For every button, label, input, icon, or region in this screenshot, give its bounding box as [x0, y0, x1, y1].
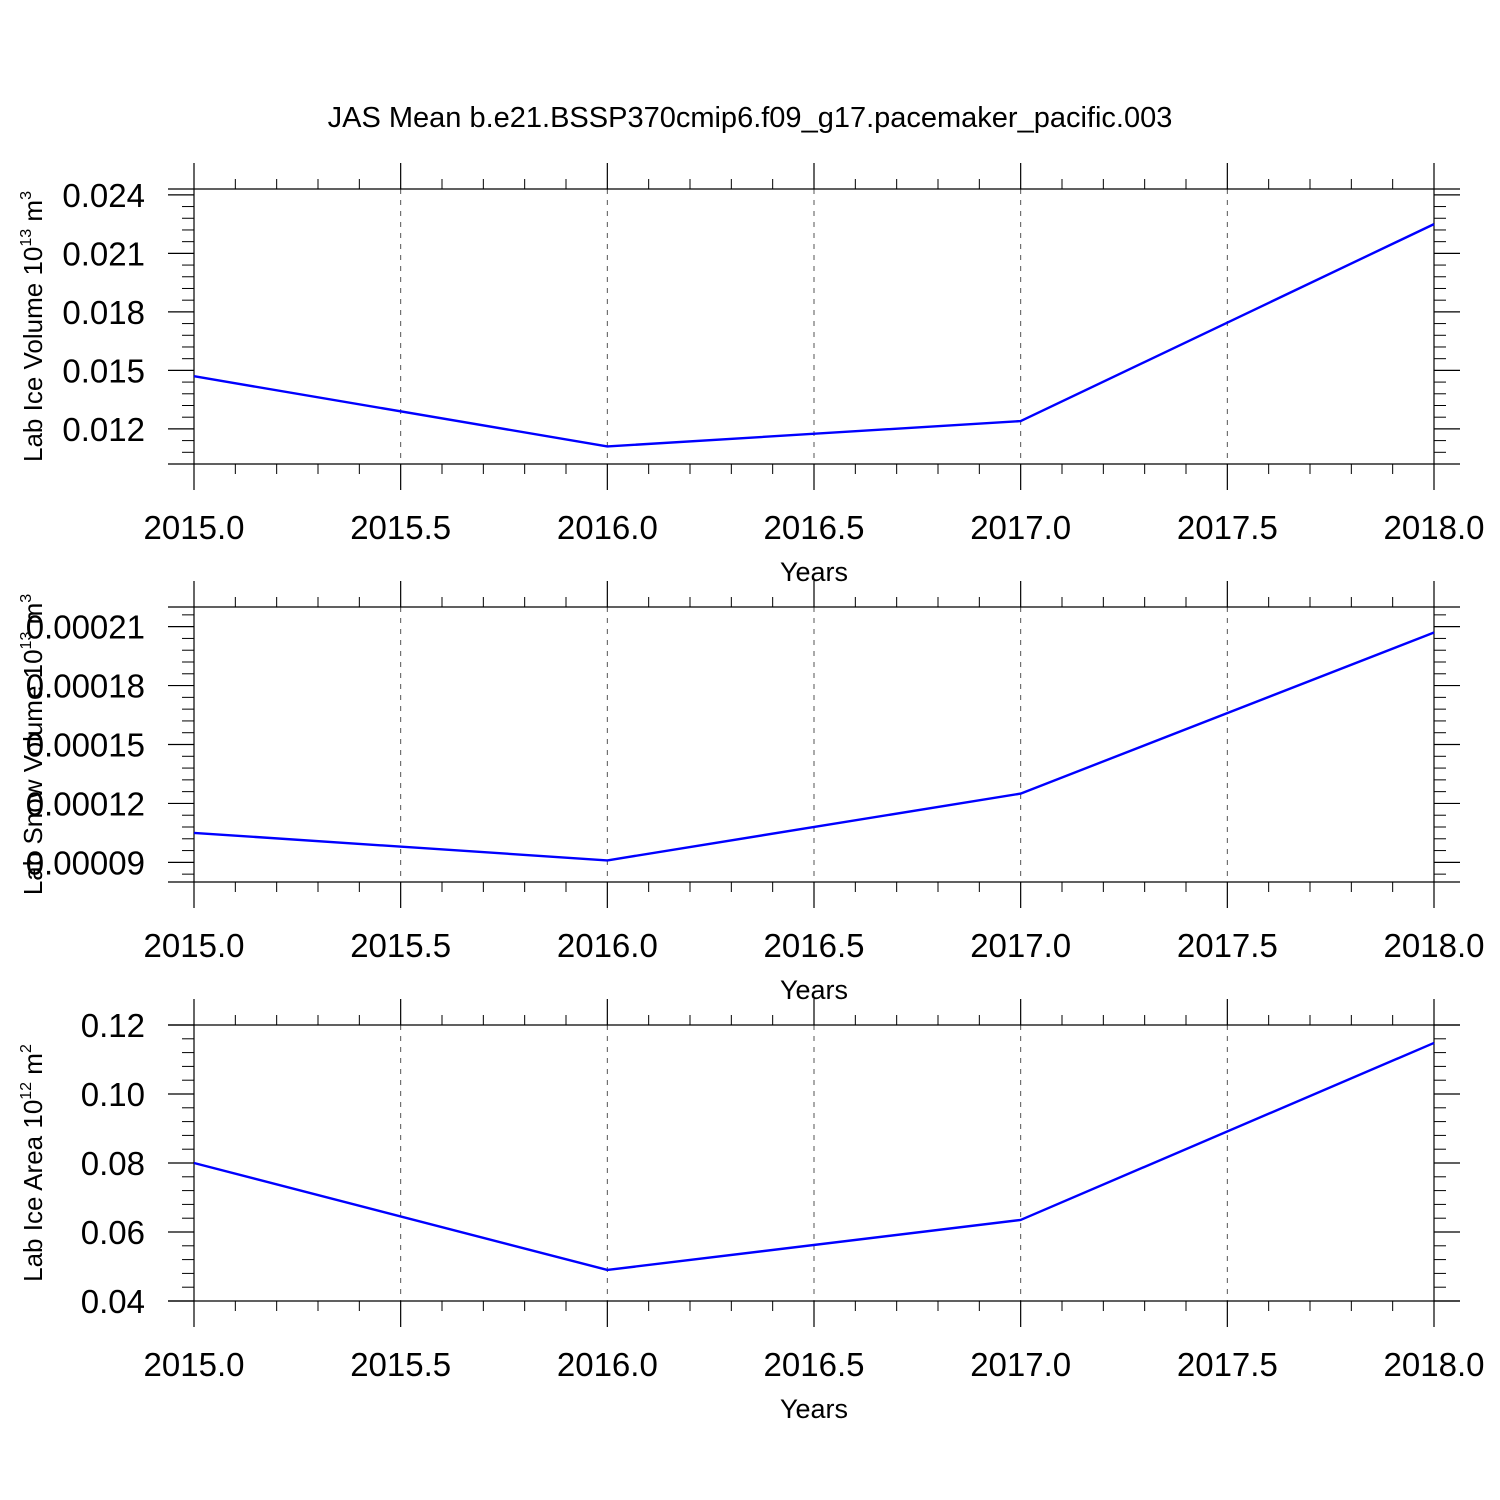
y-tick-label: 0.00015: [26, 727, 145, 764]
x-tick-label: 2016.0: [557, 509, 658, 546]
x-tick-label: 2016.0: [557, 1346, 658, 1383]
x-tick-label: 2017.0: [970, 927, 1071, 964]
y-axis-title: Lab Ice Volume 1013 m3: [18, 191, 48, 462]
y-tick-label: 0.08: [81, 1145, 145, 1182]
figure-title: JAS Mean b.e21.BSSP370cmip6.f09_g17.pace…: [328, 102, 1173, 134]
x-tick-label: 2017.0: [970, 1346, 1071, 1383]
x-tick-label: 2015.0: [144, 927, 245, 964]
chart-panel-1: 2015.0 2015.5 2016.0 2016.5 2017.0 2017.5 2018…: [18, 163, 1484, 587]
x-tick-label: 2015.0: [144, 1346, 245, 1383]
x-tick-label: 2017.5: [1177, 1346, 1278, 1383]
y-tick-label: 0.00018: [26, 668, 145, 705]
y-tick-label: 0.04: [81, 1283, 145, 1320]
x-tick-label: 2015.5: [350, 927, 451, 964]
y-tick-label: 0.012: [62, 411, 145, 448]
x-tick-label: 2015.5: [350, 509, 451, 546]
y-axis-title: Lab Ice Area 1012 m2: [18, 1044, 48, 1282]
y-tick-label: 0.00012: [26, 785, 145, 822]
y-tick-label: 0.015: [62, 352, 145, 389]
y-tick-label: 0.10: [81, 1076, 145, 1113]
y-tick-label: 0.024: [62, 177, 145, 214]
y-tick-label: 0.12: [81, 1007, 145, 1044]
x-tick-label: 2015.5: [350, 1346, 451, 1383]
y-tick-label: 0.00021: [26, 609, 145, 646]
chart-panel-2: 2015.0 2015.5 2016.0 2016.5 2017.0 2017.5 2018…: [18, 581, 1484, 1005]
x-tick-label: 2015.0: [144, 509, 245, 546]
x-tick-label: 2016.5: [764, 927, 865, 964]
series-line: [193, 223, 1435, 448]
y-tick-label: 0.021: [62, 235, 145, 272]
x-tick-label: 2018.0: [1384, 1346, 1485, 1383]
x-tick-label: 2017.0: [970, 509, 1071, 546]
y-tick-label: 0.018: [62, 294, 145, 331]
x-tick-label: 2018.0: [1384, 927, 1485, 964]
x-tick-label: 2017.5: [1177, 927, 1278, 964]
x-tick-label: 2016.5: [764, 1346, 865, 1383]
series-line: [193, 1041, 1435, 1272]
series-line: [193, 631, 1435, 862]
x-tick-label: 2017.5: [1177, 509, 1278, 546]
y-tick-label: 0.06: [81, 1214, 145, 1251]
y-axis-title: Lab Snow Volume 1013 m3: [18, 594, 48, 895]
y-tick-label: 0.00009: [26, 844, 145, 881]
x-tick-label: 2018.0: [1384, 509, 1485, 546]
x-axis-title: Years: [780, 1394, 848, 1424]
chart-panel-3: 2015.0 2015.5 2016.0 2016.5 2017.0 2017.5 2018…: [18, 999, 1484, 1424]
x-tick-label: 2016.0: [557, 927, 658, 964]
x-tick-label: 2016.5: [764, 509, 865, 546]
